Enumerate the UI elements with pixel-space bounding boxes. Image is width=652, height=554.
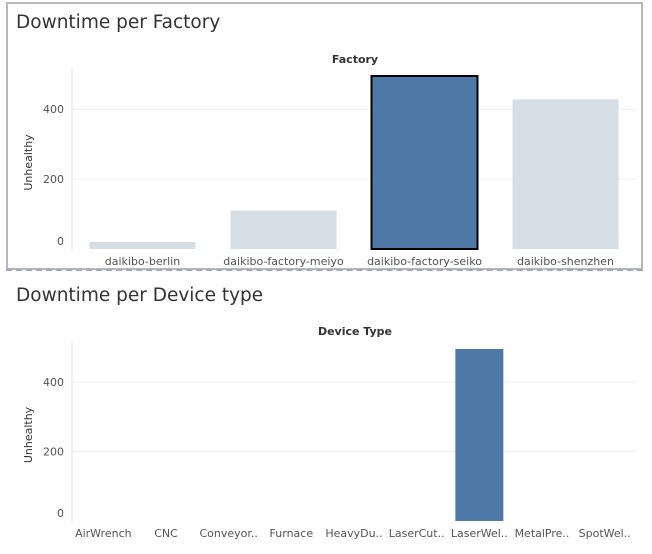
- x-tick-label: LaserCut..: [389, 527, 445, 540]
- y-tick-label: 0: [57, 235, 64, 248]
- x-tick-label: daikibo-factory-seiko: [367, 255, 482, 268]
- x-tick-label: daikibo-berlin: [105, 255, 180, 268]
- y-tick-label: 200: [43, 446, 64, 459]
- x-tick-label: SpotWel..: [579, 527, 631, 540]
- x-tick-label: Conveyor..: [199, 527, 257, 540]
- chart-header: Device Type: [318, 325, 392, 338]
- device-type-bar-chart[interactable]: Device Type Unhealthy 0 200 400 AirWrench CNC C…: [0, 280, 652, 554]
- bar-daikibo-factory-seiko[interactable]: [370, 75, 479, 250]
- x-tick-label: AirWrench: [75, 527, 132, 540]
- x-tick-label: CNC: [154, 527, 178, 540]
- device-type-chart-title: Downtime per Device type: [16, 285, 264, 306]
- x-tick-label: LaserWel..: [451, 527, 508, 540]
- bar-daikibo-factory-meiyo[interactable]: [230, 210, 337, 249]
- y-axis-title: Unhealthy: [22, 406, 35, 463]
- x-tick-label: Furnace: [270, 527, 314, 540]
- x-tick-label: daikibo-factory-meiyo: [223, 255, 344, 268]
- bar-daikibo-berlin[interactable]: [89, 242, 196, 249]
- bar-daikibo-shenzhen[interactable]: [512, 99, 619, 249]
- factory-chart-title: Downtime per Factory: [16, 12, 221, 33]
- factory-chart-panel: Downtime per Factory Factory Unhealthy 0 20…: [0, 0, 652, 276]
- selected-panel-frame-bottom: [6, 269, 643, 271]
- device-type-chart-panel: Downtime per Device type Device Type Unhe…: [0, 280, 652, 554]
- x-tick-label: HeavyDu..: [325, 527, 382, 540]
- bar-laserwel-[interactable]: [455, 349, 504, 521]
- y-tick-label: 400: [43, 103, 64, 116]
- y-tick-label: 400: [43, 376, 64, 389]
- x-tick-label: MetalPre..: [515, 527, 570, 540]
- y-axis-title: Unhealthy: [22, 134, 35, 191]
- y-tick-label: 0: [57, 507, 64, 520]
- factory-bar-chart[interactable]: Factory Unhealthy 0 200 400 daikibo-berlin dai…: [0, 0, 652, 276]
- x-tick-label: daikibo-shenzhen: [517, 255, 614, 268]
- y-tick-label: 200: [43, 173, 64, 186]
- chart-header: Factory: [332, 53, 378, 66]
